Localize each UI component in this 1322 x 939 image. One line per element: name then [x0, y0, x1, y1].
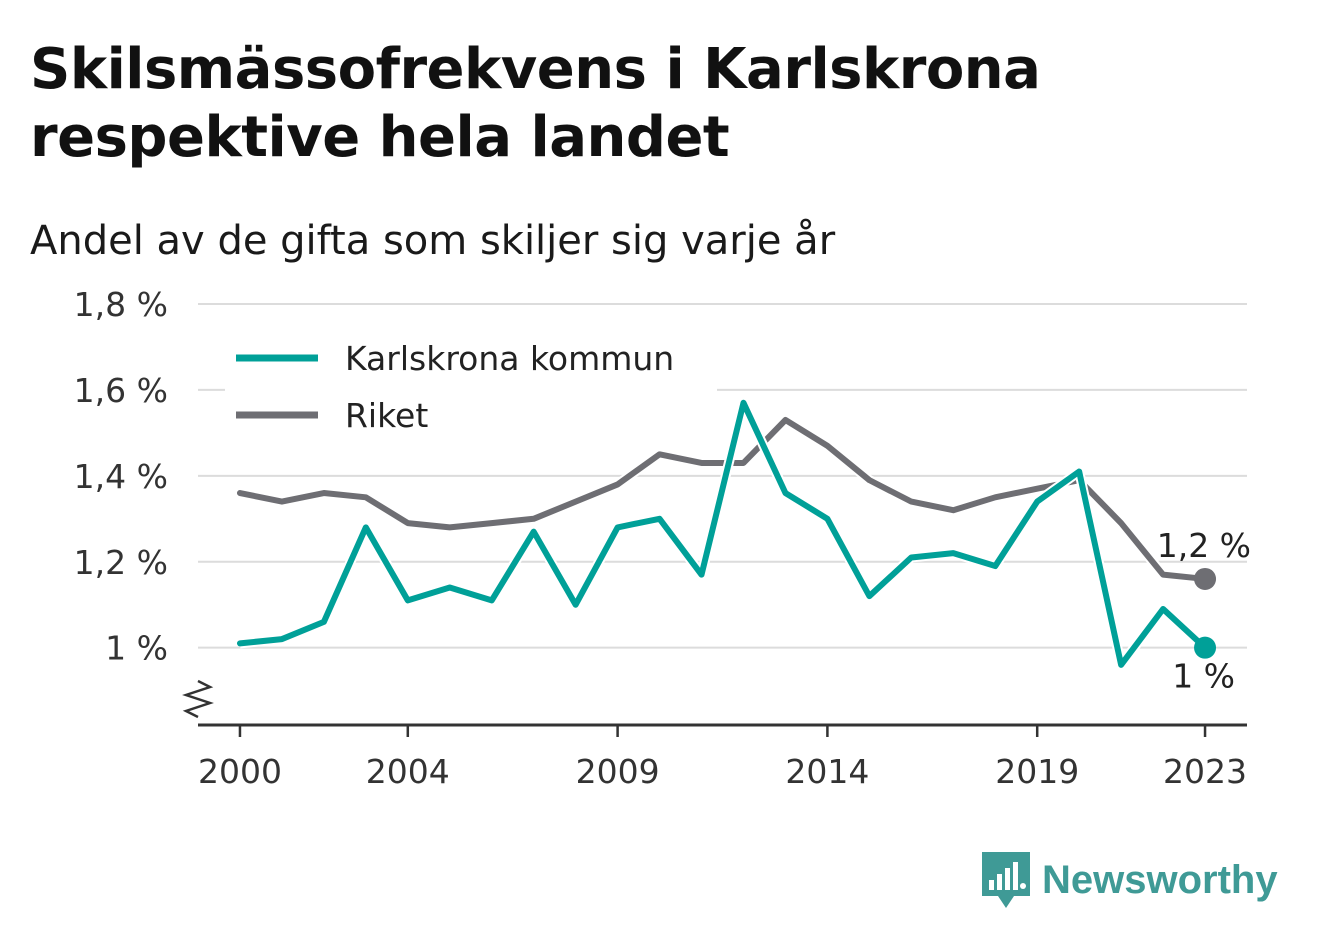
y-tick-label: 1 % [105, 629, 168, 668]
brand-name: Newsworthy [1042, 857, 1278, 902]
chart-title: Skilsmässofrekvens i Karlskrona respekti… [30, 37, 1041, 170]
x-tick-label: 2019 [995, 752, 1079, 791]
y-tick-label: 1,2 % [74, 543, 168, 582]
legend-label: Riket [345, 396, 428, 435]
newsworthy-logo-icon [982, 852, 1030, 908]
x-tick-label: 2004 [366, 752, 450, 791]
x-tick-label: 2014 [785, 752, 869, 791]
y-tick-label: 1,8 % [74, 285, 168, 324]
axis-break-icon [182, 679, 214, 719]
series-line-karlskrona-kommun [236, 399, 1209, 668]
x-tick-label: 2009 [576, 752, 660, 791]
series-halo [239, 397, 1209, 670]
legend-box [225, 330, 717, 440]
end-label: 1,2 % [1157, 526, 1251, 565]
end-point [1194, 567, 1217, 590]
y-tick-label: 1,4 % [74, 457, 168, 496]
x-tick-label: 2000 [198, 752, 282, 791]
legend-label: Karlskrona kommun [345, 339, 674, 378]
x-tick-label: 2023 [1163, 752, 1247, 791]
end-point [1194, 636, 1217, 659]
brand: Newsworthy [980, 848, 1278, 912]
chart-subtitle: Andel av de gifta som skiljer sig varje … [30, 218, 836, 264]
end-label: 1 % [1172, 657, 1235, 696]
y-tick-label: 1,6 % [74, 371, 168, 410]
series-line-riket [236, 416, 1209, 582]
